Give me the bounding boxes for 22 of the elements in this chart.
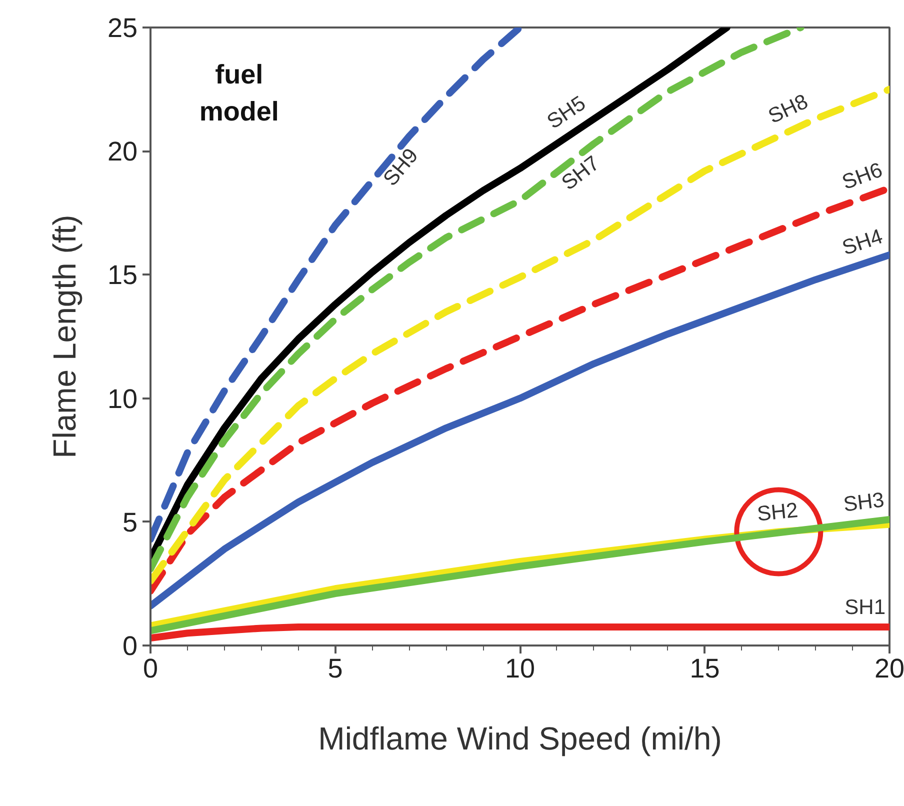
text: SH4 bbox=[839, 225, 886, 260]
x-tick-label: 5 bbox=[328, 654, 343, 684]
y-tick-label: 0 bbox=[122, 631, 138, 661]
y-tick-label: 20 bbox=[107, 136, 138, 167]
text: SH2 bbox=[756, 498, 799, 526]
y-tick-label: 5 bbox=[122, 507, 138, 538]
text: SH3 bbox=[842, 488, 886, 516]
y-tick-label: 10 bbox=[107, 384, 138, 414]
text: SH5 bbox=[543, 92, 590, 134]
y-axis-title: Flame Length (ft) bbox=[46, 214, 82, 458]
text: SH7 bbox=[558, 152, 604, 195]
text: SH6 bbox=[839, 158, 886, 194]
x-tick-label: 15 bbox=[690, 654, 720, 684]
x-tick-label: 20 bbox=[874, 654, 904, 684]
x-axis-title: Midflame Wind Speed (mi/h) bbox=[318, 720, 722, 756]
annotation: fuel model bbox=[199, 59, 279, 126]
y-tick-label: 15 bbox=[107, 260, 138, 290]
y-tick-label: 25 bbox=[107, 13, 138, 43]
x-tick-label: 0 bbox=[142, 654, 158, 684]
series-label: SH1 bbox=[844, 596, 886, 619]
text: SH8 bbox=[764, 90, 812, 128]
x-tick-label: 10 bbox=[504, 654, 536, 684]
